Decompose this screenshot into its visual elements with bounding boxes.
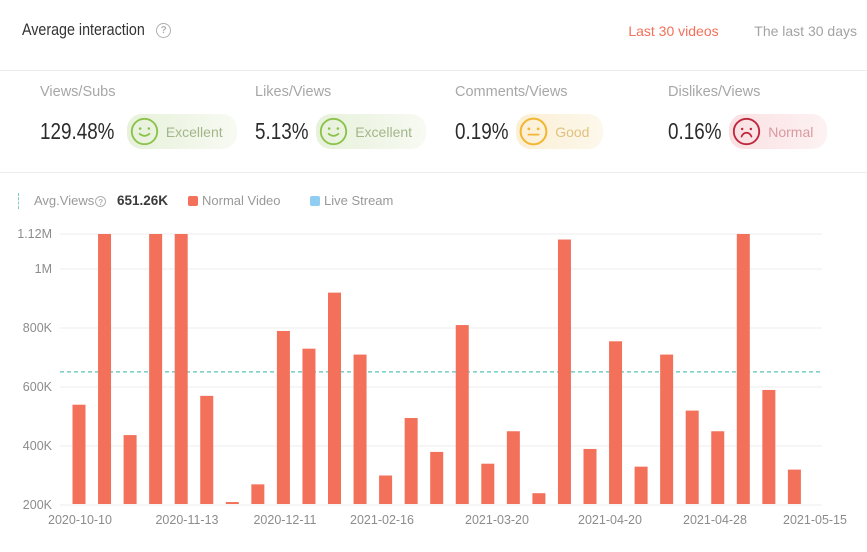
svg-text:800K: 800K bbox=[23, 321, 53, 335]
svg-text:200K: 200K bbox=[23, 498, 53, 512]
svg-text:2020-12-11: 2020-12-11 bbox=[253, 513, 316, 527]
svg-text:2021-04-20: 2021-04-20 bbox=[578, 513, 642, 527]
svg-text:2020-10-10: 2020-10-10 bbox=[48, 513, 112, 527]
svg-text:2021-05-15: 2021-05-15 bbox=[783, 513, 847, 527]
svg-text:1M: 1M bbox=[35, 262, 52, 276]
svg-text:400K: 400K bbox=[23, 439, 53, 453]
svg-text:2021-02-16: 2021-02-16 bbox=[350, 513, 414, 527]
svg-text:600K: 600K bbox=[23, 380, 53, 394]
svg-text:2021-03-20: 2021-03-20 bbox=[465, 513, 529, 527]
svg-text:2021-04-28: 2021-04-28 bbox=[683, 513, 747, 527]
svg-text:1.12M: 1.12M bbox=[17, 227, 52, 241]
svg-text:2020-11-13: 2020-11-13 bbox=[155, 513, 218, 527]
